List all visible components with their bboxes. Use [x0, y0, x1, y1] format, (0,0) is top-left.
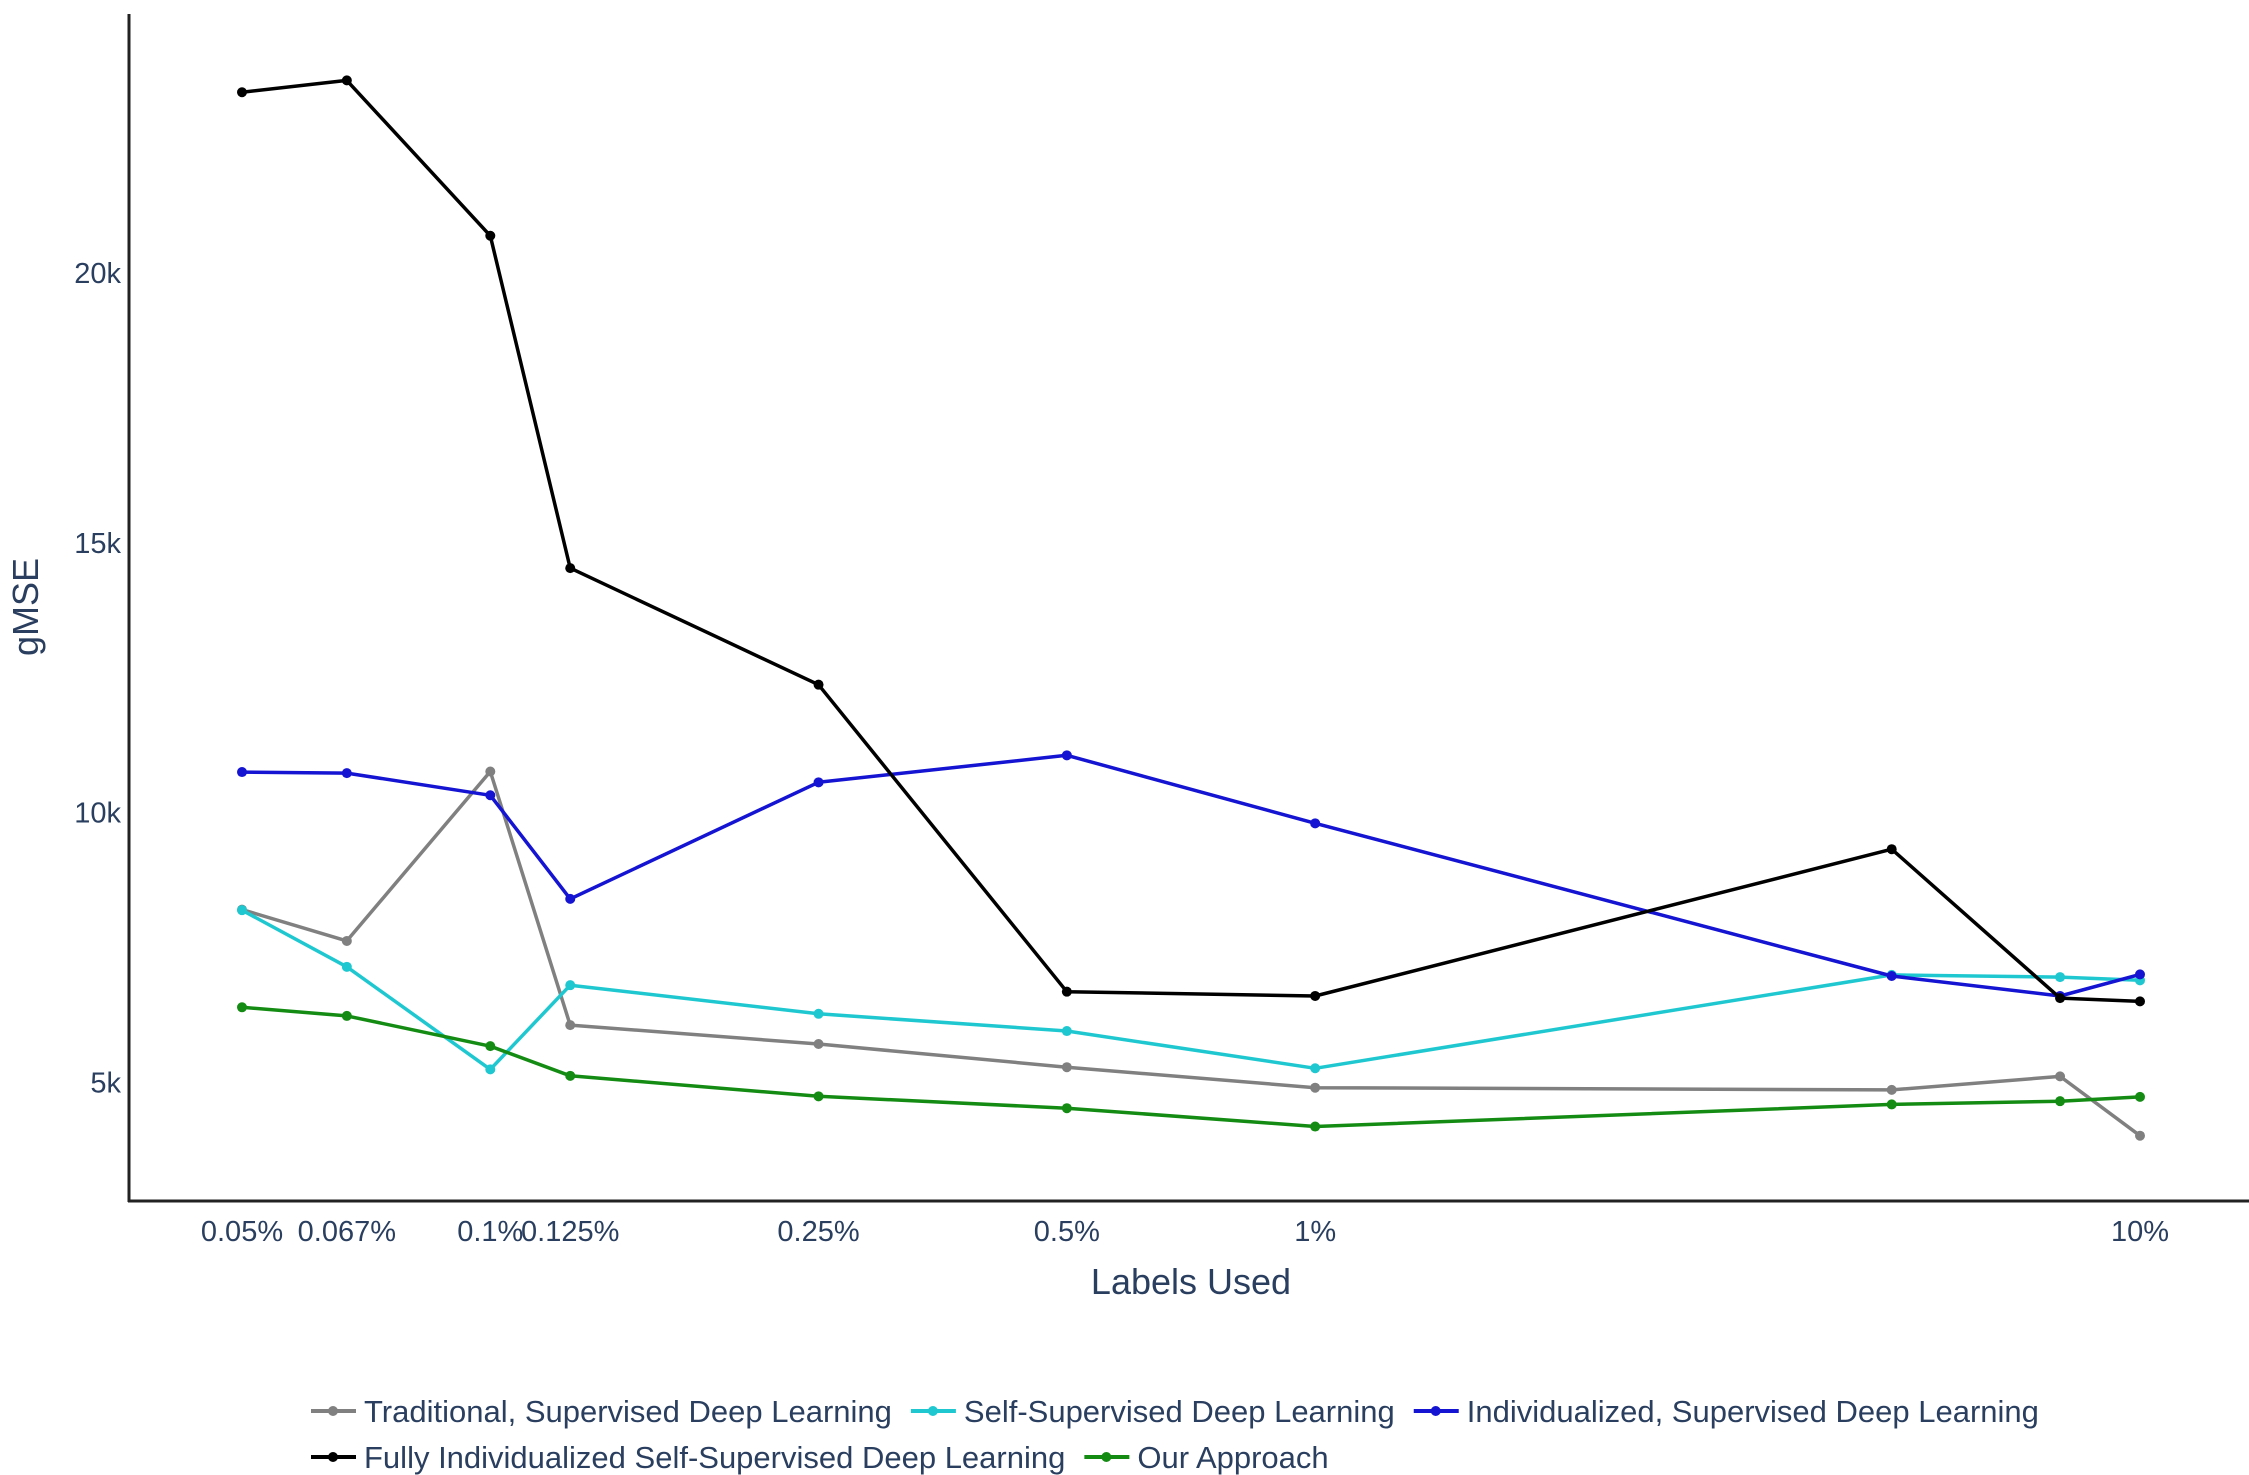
data-point	[1061, 750, 1072, 761]
data-point	[2135, 1091, 2145, 1102]
x-tick-labels: 0.05% 0.067% 0.1%0.125% 0.25% 0.5% 1% 10%	[201, 1216, 2169, 1248]
data-point	[485, 230, 496, 241]
data-point	[1061, 1026, 1072, 1037]
series-line	[241, 78, 2141, 1004]
data-point	[1310, 1121, 1321, 1132]
legend-swatch-marker	[328, 1452, 338, 1462]
data-point	[485, 1064, 496, 1075]
data-point	[341, 75, 352, 86]
x-tick-label: 0.067%	[298, 1216, 396, 1248]
data-point	[813, 679, 824, 690]
x-tick-label: 0.125%	[521, 1216, 619, 1248]
legend-swatch-marker	[927, 1406, 938, 1416]
legend-label: Self-Supervised Deep Learning	[964, 1394, 1395, 1429]
x-tick-label: 0.05%	[201, 1216, 283, 1248]
data-point	[485, 790, 496, 801]
x-tick-label: 10%	[2111, 1216, 2169, 1248]
data-point	[1061, 1062, 1072, 1073]
data-point	[2055, 1071, 2066, 1082]
series-traditional-supervised-deep-learning	[237, 766, 2145, 1141]
x-tick-label: 1%	[1294, 1216, 1336, 1248]
y-tick-label: 5k	[90, 1067, 121, 1099]
data-point	[485, 1041, 496, 1052]
data-point	[2135, 1130, 2145, 1141]
data-point	[565, 1070, 576, 1081]
data-point	[485, 766, 496, 777]
data-point	[2055, 993, 2066, 1004]
data-point	[1310, 1063, 1321, 1074]
series-layer	[237, 75, 2145, 1141]
data-point	[237, 767, 247, 778]
data-point	[1886, 844, 1897, 855]
legend-swatch-marker	[328, 1406, 338, 1416]
series-fully-individualized-self-supervised-deep-learning	[237, 75, 2145, 1007]
legend-item-traditional-supervised-deep-learning: Traditional, Supervised Deep Learning	[311, 1394, 892, 1429]
data-point	[237, 1002, 247, 1013]
data-point	[341, 961, 352, 972]
legend-label: Traditional, Supervised Deep Learning	[364, 1394, 892, 1429]
legend-item-self-supervised-deep-learning: Self-Supervised Deep Learning	[910, 1394, 1395, 1429]
data-point	[565, 980, 576, 991]
data-point	[2055, 1096, 2066, 1107]
data-point	[565, 893, 576, 904]
legend-swatch-marker	[1430, 1406, 1441, 1416]
x-tick-label: 0.1%	[457, 1216, 523, 1248]
data-point	[237, 905, 247, 916]
legend-label: Fully Individualized Self-Supervised Dee…	[364, 1440, 1065, 1475]
data-point	[341, 768, 352, 779]
legend-item-our-approach: Our Approach	[1084, 1440, 1329, 1475]
x-tick-label: 0.25%	[777, 1216, 859, 1248]
data-point	[2135, 969, 2145, 980]
data-point	[813, 1008, 824, 1019]
legend-item-individualized-supervised-deep-learning: Individualized, Supervised Deep Learning	[1413, 1394, 2039, 1429]
data-point	[565, 1020, 576, 1031]
data-point	[1310, 990, 1321, 1001]
series-line	[241, 753, 2141, 998]
data-point	[1061, 986, 1072, 997]
data-point	[1886, 971, 1897, 982]
series-our-approach	[237, 1002, 2145, 1132]
data-point	[1886, 1084, 1897, 1095]
data-point	[237, 87, 247, 98]
data-point	[1310, 818, 1321, 829]
data-point	[813, 1091, 824, 1102]
legend-item-fully-individualized-self-supervised-deep-learning: Fully Individualized Self-Supervised Dee…	[311, 1440, 1065, 1475]
y-tick-label: 15k	[74, 528, 121, 560]
legend: Traditional, Supervised Deep Learning Sel…	[311, 1394, 2039, 1475]
x-axis-title: Labels Used	[1091, 1261, 1291, 1302]
y-axis-title: gMSE	[5, 558, 46, 656]
data-point	[341, 935, 352, 946]
series-line	[241, 1005, 2141, 1129]
y-tick-label: 20k	[74, 258, 121, 290]
data-point	[1061, 1103, 1072, 1114]
series-line	[241, 769, 2142, 1138]
data-point	[1310, 1082, 1321, 1093]
data-point	[813, 777, 824, 788]
y-tick-label: 10k	[74, 798, 121, 830]
data-point	[341, 1010, 352, 1021]
legend-label: Our Approach	[1137, 1440, 1328, 1475]
data-point	[813, 1038, 824, 1049]
data-point	[1886, 1099, 1897, 1110]
axes	[127, 14, 2249, 1203]
legend-label: Individualized, Supervised Deep Learning	[1467, 1394, 2039, 1429]
data-point	[2135, 996, 2145, 1007]
data-point	[2055, 972, 2066, 983]
x-tick-label: 0.5%	[1034, 1216, 1100, 1248]
data-point	[565, 563, 576, 574]
series-line	[241, 908, 2141, 1072]
y-tick-labels: 5k 10k 15k 20k	[74, 258, 121, 1099]
legend-swatch-marker	[1101, 1452, 1112, 1462]
